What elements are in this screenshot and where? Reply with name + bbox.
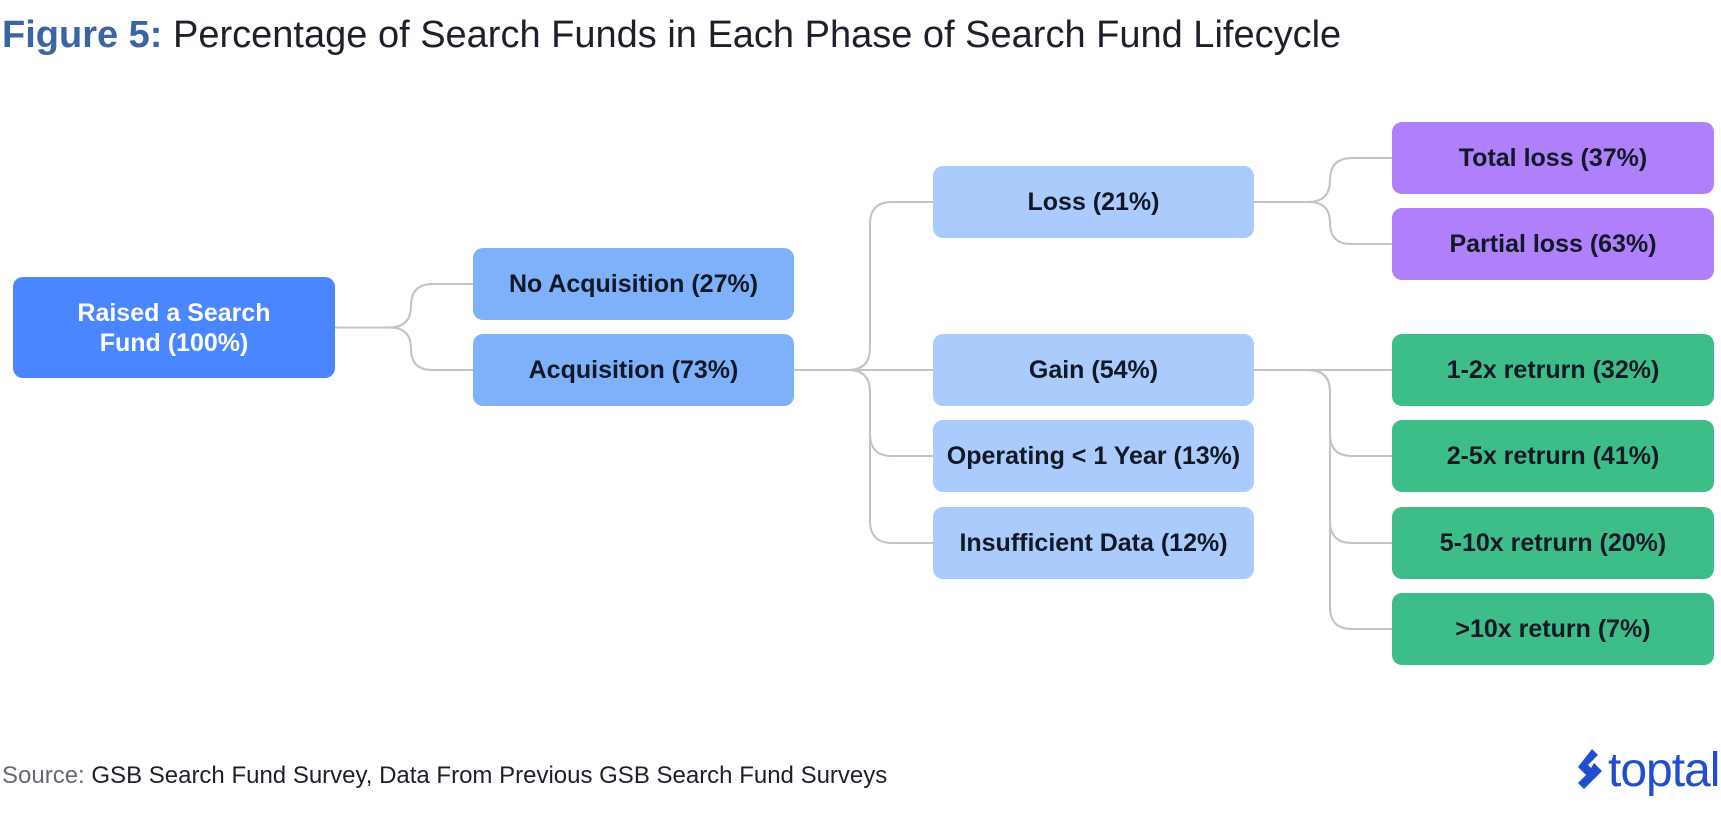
node-return-1-2x: 1-2x retrurn (32%) [1392, 334, 1714, 406]
node-raised-search-fund-line1: Raised a Search [77, 298, 271, 327]
connector-acquisition-to-operating-less-than-1-year [794, 369, 933, 457]
figure-number: Figure 5: [2, 14, 163, 56]
node-return-5-10x: 5-10x retrurn (20%) [1392, 507, 1714, 579]
source-note: Source: GSB Search Fund Survey, Data Fro… [2, 762, 887, 790]
toptal-logo-icon [1578, 749, 1602, 789]
node-return-2-5x: 2-5x retrurn (41%) [1392, 420, 1714, 492]
source-text: GSB Search Fund Survey, Data From Previo… [84, 762, 888, 789]
connector-acquisition-to-insufficient-data [794, 369, 933, 544]
connector-loss-to-total-loss [1254, 157, 1392, 203]
figure-title-text: Percentage of Search Funds in Each Phase… [162, 14, 1342, 56]
connector-loss-to-partial-loss [1254, 201, 1392, 245]
node-total-loss: Total loss (37%) [1392, 122, 1714, 194]
connector-gain-to-return-over-10x [1254, 369, 1392, 630]
toptal-logo: toptal [1574, 742, 1720, 800]
node-gain: Gain (54%) [933, 334, 1254, 406]
node-partial-loss: Partial loss (63%) [1392, 208, 1714, 280]
connector-acquisition-to-loss [794, 201, 933, 371]
connector-gain-to-return-2-5x [1254, 369, 1392, 457]
node-acquisition: Acquisition (73%) [473, 334, 794, 406]
node-operating-less-than-1-year: Operating < 1 Year (13%) [933, 420, 1254, 492]
connector-raised-search-fund-to-acquisition [335, 326, 473, 371]
connector-raised-search-fund-to-no-acquisition [335, 283, 473, 329]
node-raised-search-fund: Raised a Search Fund (100%) [13, 277, 335, 378]
toptal-logo-text: toptal [1608, 744, 1720, 797]
node-return-over-10x: >10x return (7%) [1392, 593, 1714, 665]
node-loss: Loss (21%) [933, 166, 1254, 238]
node-insufficient-data: Insufficient Data (12%) [933, 507, 1254, 579]
source-label: Source: [2, 762, 85, 789]
node-raised-search-fund-line2: Fund (100%) [99, 328, 249, 357]
node-no-acquisition: No Acquisition (27%) [473, 248, 794, 320]
figure-title: Figure 5: Percentage of Search Funds in … [2, 14, 1341, 57]
